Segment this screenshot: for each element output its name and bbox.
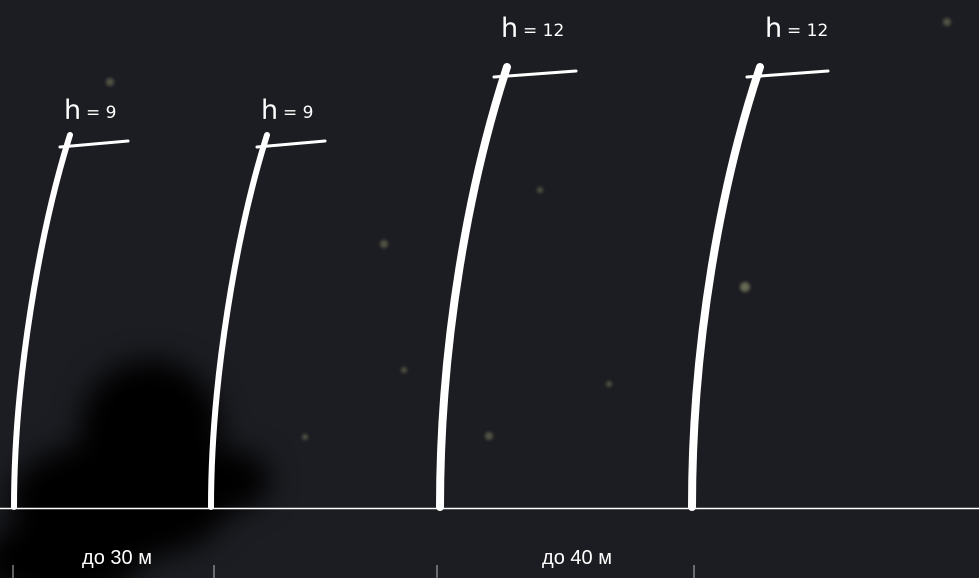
- height-value: = 9: [283, 103, 313, 123]
- height-value: = 12: [787, 21, 828, 41]
- height-value: = 9: [86, 103, 116, 123]
- scene: h = 9 h = 9 h = 12 h = 12 до 30 м до 40 …: [0, 0, 979, 578]
- height-symbol: h: [261, 95, 278, 126]
- span-label: до 30 м: [82, 547, 152, 569]
- height-symbol: h: [501, 13, 518, 44]
- height-value: = 12: [523, 21, 564, 41]
- height-symbol: h: [64, 95, 81, 126]
- span-label: до 40 м: [542, 547, 612, 569]
- height-symbol: h: [765, 13, 782, 44]
